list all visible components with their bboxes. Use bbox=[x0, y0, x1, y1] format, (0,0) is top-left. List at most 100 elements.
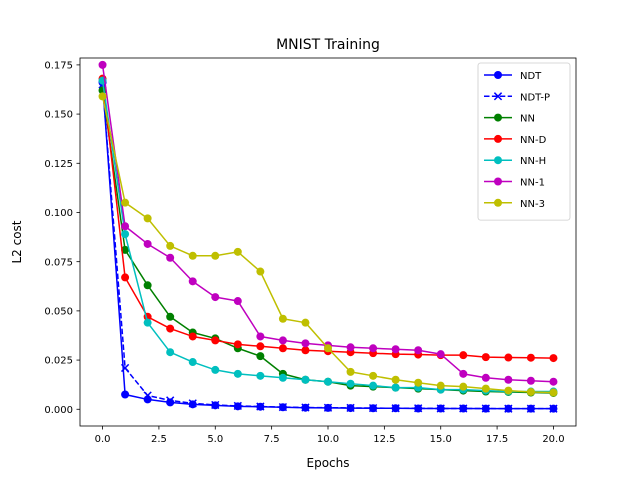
data-point-nn-3-8 bbox=[278, 314, 287, 323]
legend-marker-nn-3 bbox=[494, 198, 502, 207]
data-point-nn-h-13 bbox=[391, 383, 400, 392]
data-point-nn-1-2 bbox=[143, 239, 152, 248]
legend-marker-nn-1 bbox=[494, 177, 502, 186]
data-point-ndt-p-6-stroke-2 bbox=[233, 401, 242, 411]
data-point-ndt-p-12-stroke-2 bbox=[368, 403, 378, 413]
data-point-nn-1-12 bbox=[369, 344, 378, 353]
y-axis-label: L2 cost bbox=[10, 220, 24, 263]
data-point-nn-h-9 bbox=[301, 375, 310, 384]
data-point-ndt-p-7 bbox=[256, 402, 265, 411]
data-point-nn-d-4 bbox=[188, 332, 197, 341]
data-point-nn-3-10 bbox=[324, 344, 332, 353]
legend-marker-nn-d bbox=[494, 134, 502, 143]
data-point-nn-3-17 bbox=[481, 384, 490, 393]
y-tick-label: 0.125 bbox=[44, 159, 73, 170]
data-point-ndt-p-16 bbox=[459, 404, 468, 413]
data-point-nn-h-12 bbox=[369, 381, 378, 390]
data-point-nn-d-1 bbox=[121, 273, 130, 282]
data-point-nn-1-13 bbox=[391, 345, 400, 354]
data-point-nn-d-5 bbox=[211, 336, 220, 345]
data-point-nn-1-16 bbox=[459, 369, 468, 378]
data-point-nn-1-1 bbox=[121, 222, 130, 231]
data-point-nn-h-6 bbox=[233, 369, 242, 378]
legend-marker-ndt-p-stroke-2 bbox=[493, 92, 503, 101]
data-point-ndt-p-2-stroke-2 bbox=[143, 391, 152, 400]
data-point-ndt-p-20-stroke-2 bbox=[549, 404, 558, 413]
y-tick-label: 0.050 bbox=[44, 306, 73, 317]
data-point-nn-3-12 bbox=[369, 371, 378, 380]
data-point-ndt-p-18-stroke-2 bbox=[504, 404, 513, 413]
data-point-nn-3-15 bbox=[436, 381, 445, 390]
data-point-ndt-p-20 bbox=[549, 404, 558, 413]
data-point-ndt-p-4 bbox=[188, 399, 197, 408]
y-tick-label: 0.175 bbox=[44, 60, 73, 71]
y-tick-label: 0.150 bbox=[44, 110, 73, 121]
y-tick-label: 0.000 bbox=[44, 405, 73, 416]
data-point-ndt-p-17-stroke-2 bbox=[481, 404, 490, 413]
data-point-ndt-p-13 bbox=[391, 404, 400, 413]
data-point-nn-3-11 bbox=[346, 367, 355, 376]
x-tick-label: 10.0 bbox=[317, 434, 339, 445]
legend: NDT NDT-P NN NN-D NN-H NN-1 NN-3 bbox=[477, 62, 571, 221]
data-point-ndt-p-10 bbox=[323, 403, 333, 412]
data-point-nn-d-8 bbox=[278, 344, 287, 353]
y-tick-label: 0.075 bbox=[44, 257, 73, 268]
data-point-nn-1-0 bbox=[98, 60, 107, 69]
data-point-nn-3-14 bbox=[414, 378, 423, 387]
legend-label-ndt: NDT bbox=[520, 71, 542, 82]
data-point-ndt-p-13-stroke-2 bbox=[391, 404, 400, 413]
data-point-nn-3-0 bbox=[98, 92, 107, 101]
data-point-nn-3-1 bbox=[121, 198, 130, 207]
data-point-ndt-p-18 bbox=[504, 404, 513, 413]
data-point-ndt-p-15-stroke-2 bbox=[436, 404, 445, 413]
y-tick-label: 0.025 bbox=[44, 356, 73, 367]
data-point-ndt-p-2 bbox=[143, 391, 152, 400]
data-point-nn-h-10 bbox=[324, 377, 332, 386]
legend-marker-ndt-p bbox=[493, 92, 503, 101]
data-point-ndt-p-19-stroke-2 bbox=[526, 404, 536, 413]
legend-item-nn-1: NN-1 bbox=[484, 177, 545, 189]
data-point-nn-3-7 bbox=[256, 267, 265, 276]
data-point-nn-h-3 bbox=[166, 348, 175, 357]
legend-item-nn-3: NN-3 bbox=[484, 198, 545, 210]
data-point-nn-1-17 bbox=[481, 373, 490, 382]
data-point-nn-h-5 bbox=[211, 365, 220, 374]
data-point-ndt-p-14-stroke-2 bbox=[414, 404, 423, 413]
data-point-ndt-p-5 bbox=[211, 400, 220, 410]
chart-title: MNIST Training bbox=[276, 37, 380, 53]
data-point-ndt-p-5-stroke-2 bbox=[211, 400, 220, 410]
x-tick-label: 12.5 bbox=[373, 434, 395, 445]
data-point-nn-h-11 bbox=[346, 379, 355, 388]
legend-label-nn-1: NN-1 bbox=[520, 178, 545, 189]
data-point-nn-1-19 bbox=[526, 376, 535, 385]
data-point-ndt-p-3 bbox=[166, 396, 175, 405]
data-point-nn-2 bbox=[143, 281, 152, 290]
data-point-nn-h-1 bbox=[121, 230, 130, 239]
data-point-nn-3-4 bbox=[188, 251, 197, 260]
data-point-ndt-p-4-stroke-2 bbox=[188, 399, 197, 408]
legend-label-nn-h: NN-H bbox=[520, 156, 546, 167]
y-tick-label: 0.100 bbox=[44, 208, 73, 219]
data-point-nn-3-6 bbox=[233, 247, 242, 256]
data-point-ndt-p-6 bbox=[233, 401, 242, 411]
data-point-nn-h-4 bbox=[188, 358, 197, 367]
legend-label-nn-d: NN-D bbox=[520, 135, 547, 146]
data-point-nn-1-11 bbox=[346, 343, 355, 352]
series-nn-3 bbox=[98, 92, 558, 397]
data-point-nn-h-2 bbox=[143, 318, 152, 327]
x-axis-label: Epochs bbox=[307, 456, 350, 470]
data-point-nn-h-8 bbox=[278, 373, 287, 382]
data-point-ndt-p-8 bbox=[278, 402, 288, 412]
x-tick-label: 20.0 bbox=[542, 434, 564, 445]
data-point-nn-1-9 bbox=[301, 339, 310, 348]
data-point-nn-d-17 bbox=[481, 353, 490, 362]
data-point-ndt-1 bbox=[121, 390, 130, 399]
data-point-ndt-p-11 bbox=[346, 403, 355, 413]
legend-item-nn-d: NN-D bbox=[484, 134, 547, 146]
data-point-nn-3-9 bbox=[301, 318, 310, 327]
data-point-nn-1-15 bbox=[436, 350, 445, 359]
data-point-ndt-p-19 bbox=[526, 404, 536, 413]
legend-label-ndt-p: NDT-P bbox=[520, 92, 550, 103]
data-point-nn-3-3 bbox=[166, 241, 175, 250]
data-point-nn-3-2 bbox=[143, 214, 152, 223]
